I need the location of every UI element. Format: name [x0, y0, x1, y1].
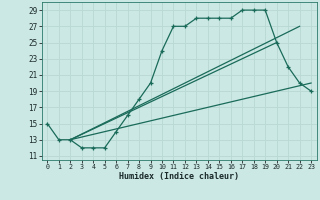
X-axis label: Humidex (Indice chaleur): Humidex (Indice chaleur)	[119, 172, 239, 181]
